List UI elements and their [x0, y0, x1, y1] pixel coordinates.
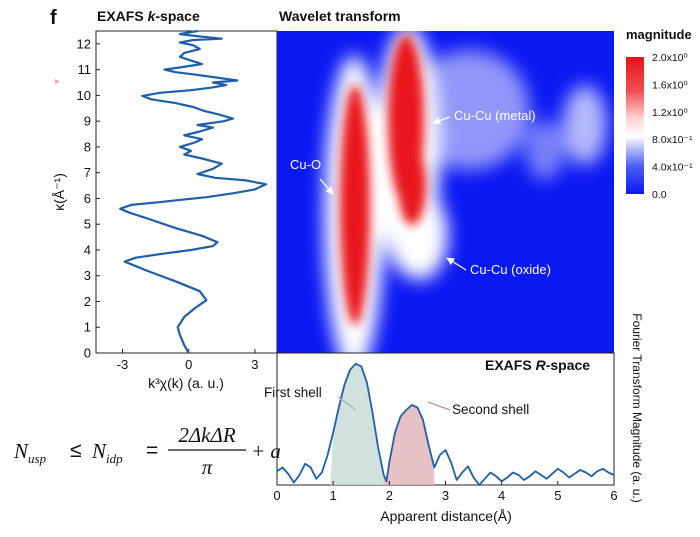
- first-shell-region: [330, 363, 384, 485]
- k-space-y-tick-label: 1: [84, 320, 91, 335]
- annotation-second-shell: Second shell: [452, 402, 529, 417]
- k-space-y-tick-label: 10: [77, 88, 91, 103]
- r-space-x-tick-label: 2: [386, 488, 393, 503]
- svg-text:≤: ≤: [70, 439, 82, 462]
- colorbar-tick-label: 1.2x10⁰: [652, 107, 689, 119]
- wavelet-title: Wavelet transform: [279, 8, 401, 24]
- svg-text:Nidp: Nidp: [91, 439, 123, 466]
- k-space-x-axis-label: k³χ(k) (a. u.): [148, 375, 224, 391]
- annotation-cu-o: Cu-O: [290, 157, 321, 172]
- pink-marker-icon: [55, 79, 60, 84]
- r-space-panel: EXAFS R-space 0 1 2 3 4 5 6 First shell Second…: [264, 313, 644, 524]
- k-space-y-tick-label: 9: [84, 114, 91, 129]
- k-space-x-tick-label: -3: [117, 357, 129, 372]
- k-space-y-tick-label: 0: [84, 346, 91, 361]
- colorbar: magnitude 2.0x10⁰ 1.6x10⁰ 1.2x10⁰ 8.0x10⁻¹ 4…: [626, 27, 693, 201]
- colorbar-title: magnitude: [626, 27, 692, 42]
- svg-text:2ΔkΔR: 2ΔkΔR: [178, 423, 235, 447]
- r-space-y-axis-label: Fourier Transform Magnitude (a. u.): [630, 313, 644, 502]
- k-space-y-tick-label: 5: [84, 217, 91, 232]
- colorbar-tick-label: 8.0x10⁻¹: [652, 134, 693, 146]
- r-space-x-tick-label: 3: [442, 488, 449, 503]
- k-space-x-tick-label: 0: [185, 357, 192, 372]
- r-space-x-tick-label: 5: [554, 488, 561, 503]
- k-space-title: EXAFS k-space: [97, 8, 200, 24]
- svg-text:=: =: [146, 439, 158, 462]
- r-space-series-line: [276, 362, 615, 486]
- r-space-x-tick-label: 0: [273, 488, 280, 503]
- colorbar-tick-label: 2.0x10⁰: [652, 52, 689, 64]
- colorbar-tick-label: 4.0x10⁻¹: [652, 162, 693, 174]
- arrow-cu-o: [319, 178, 334, 195]
- svg-text:π: π: [202, 455, 213, 479]
- k-space-frame: [95, 30, 278, 354]
- r-space-x-ticks: 0 1 2 3 4 5 6: [273, 481, 618, 503]
- arrow-cu-cu-oxide: [446, 257, 467, 271]
- k-space-y-tick-label: 4: [84, 242, 91, 257]
- k-space-series-line: [119, 29, 268, 354]
- svg-text:Nusp: Nusp: [13, 439, 47, 466]
- k-space-y-tick-label: 8: [84, 139, 91, 154]
- arrow-first-shell: [337, 396, 357, 411]
- k-space-y-tick-label: 2: [84, 294, 91, 309]
- colorbar-gradient: [626, 57, 644, 194]
- annotation-cu-cu-oxide: Cu-Cu (oxide): [470, 262, 551, 277]
- k-space-y-tick-label: 6: [84, 191, 91, 206]
- r-space-x-tick-label: 1: [330, 488, 337, 503]
- k-space-y-tick-label: 11: [78, 62, 92, 77]
- r-space-x-tick-label: 6: [610, 488, 617, 503]
- svg-text:+ a: + a: [251, 439, 281, 463]
- colorbar-ticks: 2.0x10⁰ 1.6x10⁰ 1.2x10⁰ 8.0x10⁻¹ 4.0x10⁻¹ 0.0: [652, 52, 693, 201]
- k-space-y-tick-label: 7: [84, 165, 91, 180]
- colorbar-tick-label: 0.0: [652, 189, 667, 201]
- panel-label: f: [50, 7, 57, 29]
- arrow-second-shell: [427, 401, 451, 411]
- k-space-y-tick-label: 3: [84, 268, 91, 283]
- arrow-cu-cu-metal: [432, 116, 451, 125]
- k-space-y-tick-label: 12: [77, 36, 91, 51]
- k-space-y-axis-label: κ(Å⁻¹): [51, 173, 67, 211]
- annotation-cu-cu-metal: Cu-Cu (metal): [454, 108, 536, 123]
- second-shell-region: [383, 405, 435, 485]
- wavelet-panel: Wavelet transform Cu-O Cu-Cu (metal): [277, 8, 693, 353]
- equation: Nusp ≤ Nidp = 2ΔkΔR π + a: [13, 423, 281, 479]
- r-space-title: EXAFS R-space: [485, 357, 590, 373]
- r-space-x-axis-label: Apparent distance(Å): [380, 508, 512, 524]
- annotation-first-shell: First shell: [264, 385, 322, 400]
- k-space-x-tick-label: 3: [251, 357, 258, 372]
- r-space-x-tick-label: 4: [498, 488, 505, 503]
- wavelet-cores: [340, 35, 426, 325]
- colorbar-tick-label: 1.6x10⁰: [652, 79, 689, 91]
